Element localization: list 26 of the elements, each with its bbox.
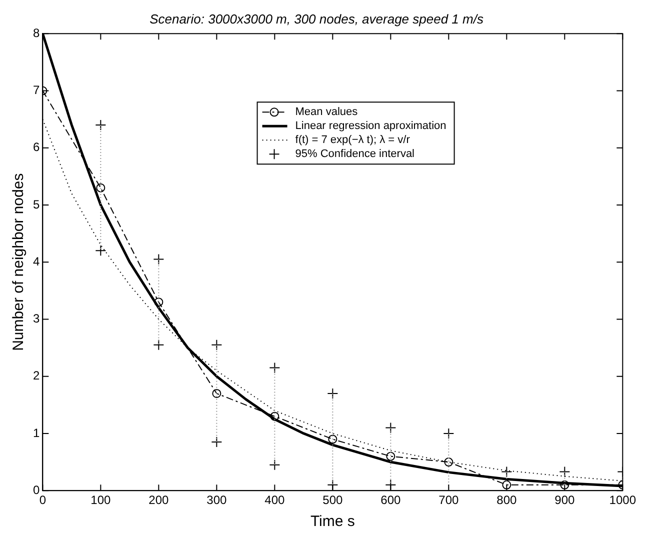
y-tick-label: 3 <box>32 312 40 326</box>
x-tick-label: 200 <box>148 493 169 508</box>
y-tick-label: 8 <box>32 26 40 40</box>
x-tick-label: 800 <box>496 493 517 508</box>
y-tick-label: 2 <box>32 368 40 383</box>
y-tick-label: 7 <box>32 83 40 98</box>
chart-title: Scenario: 3000x3000 m, 300 nodes, average speed 1 m/s <box>150 11 484 26</box>
y-tick-label: 6 <box>32 140 40 154</box>
legend-label: f(t) = 7 exp(−λ t); λ = v/r <box>295 134 410 146</box>
y-axis-title: Number of neighbor nodes <box>10 173 28 351</box>
x-tick-label: 700 <box>438 493 459 508</box>
legend-label: 95% Confidence interval <box>295 148 415 160</box>
y-tick-label: 4 <box>32 254 40 268</box>
y-tick-label: 0 <box>32 482 40 497</box>
x-tick-label: 500 <box>322 493 343 508</box>
x-axis-title: Time s <box>310 513 355 530</box>
x-tick-label: 900 <box>554 493 575 508</box>
y-tick-label: 1 <box>32 426 40 440</box>
x-tick-label: 1000 <box>609 493 636 508</box>
x-tick-label: 100 <box>90 493 112 508</box>
y-tick-label: 5 <box>32 197 40 212</box>
legend-label: Mean values <box>295 106 358 118</box>
x-tick-label: 300 <box>206 493 227 508</box>
legend-label: Linear regression aproximation <box>295 120 446 132</box>
x-tick-label: 400 <box>264 493 285 508</box>
x-tick-label: 600 <box>380 493 401 508</box>
